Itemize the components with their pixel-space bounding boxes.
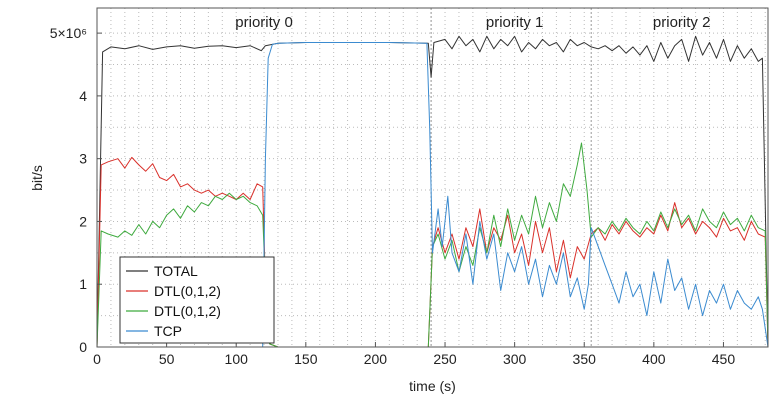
region-labels: priority 0 priority 1 priority 2 xyxy=(235,14,710,31)
region-label: priority 2 xyxy=(653,14,711,31)
y-tick-label: 5×10⁶ xyxy=(50,25,87,41)
legend-label: TCP xyxy=(154,323,182,339)
legend: TOTAL DTL(0,1,2) DTL(0,1,2) TCP xyxy=(119,256,275,344)
x-tick-label: 300 xyxy=(503,351,527,367)
x-tick-label: 350 xyxy=(573,351,597,367)
series-line-1 xyxy=(96,156,769,348)
x-tick-label: 50 xyxy=(159,351,175,367)
plot-frame xyxy=(96,7,769,348)
region-label: priority 1 xyxy=(486,14,544,31)
region-label: priority 0 xyxy=(235,14,293,31)
y-tick-label: 4 xyxy=(79,88,87,104)
y-tick-label: 2 xyxy=(79,213,87,229)
priority-boundaries xyxy=(430,8,592,347)
y-tick-label: 0 xyxy=(79,339,87,355)
series-line-2 xyxy=(96,142,769,348)
x-axis-label: time (s) xyxy=(409,378,456,394)
x-tick-label: 400 xyxy=(642,351,666,367)
x-tick-label: 200 xyxy=(364,351,388,367)
legend-label: TOTAL xyxy=(154,263,198,279)
x-tick-label: 250 xyxy=(433,351,457,367)
y-tick-label: 1 xyxy=(79,276,87,292)
legend-label: DTL(0,1,2) xyxy=(154,303,221,319)
grid-lines xyxy=(97,8,768,347)
x-tick-label: 100 xyxy=(225,351,249,367)
x-tick-label: 450 xyxy=(712,351,736,367)
series-layer xyxy=(96,35,769,348)
series-line-0 xyxy=(96,35,769,348)
series-line-3 xyxy=(97,42,769,348)
y-tick-label: 3 xyxy=(79,151,87,167)
x-tick-label: 0 xyxy=(93,351,101,367)
legend-label: DTL(0,1,2) xyxy=(154,283,221,299)
axis-ticks: 0 50 100 150 200 250 300 350 400 450 0 1 2 3 4 5×10⁶ xyxy=(50,25,736,367)
x-tick-label: 150 xyxy=(294,351,318,367)
y-axis-label: bit/s xyxy=(29,165,45,191)
